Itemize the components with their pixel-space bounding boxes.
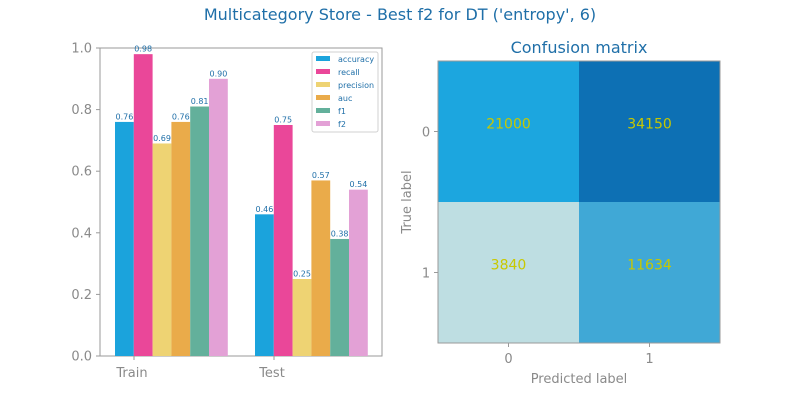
cm-cell-1-0 <box>438 202 579 343</box>
cm-x-tick-label: 1 <box>645 352 653 367</box>
legend-swatch-f1 <box>316 108 330 113</box>
confusion-matrix-title: Confusion matrix <box>511 38 648 57</box>
bar-precision-train <box>152 143 172 356</box>
bar-precision-test <box>292 279 312 356</box>
data-label: 0.76 <box>172 112 190 121</box>
y-tick-label: 0.2 <box>71 288 92 303</box>
data-label: 0.57 <box>312 171 330 180</box>
cm-cell-value: 3840 <box>491 258 527 274</box>
data-label: 0.38 <box>331 229 349 238</box>
bar-f1-train <box>190 106 209 357</box>
legend-swatch-accuracy <box>316 56 330 61</box>
y-tick-label: 1.0 <box>71 42 92 57</box>
data-label: 0.54 <box>349 180 367 189</box>
legend-label-f2: f2 <box>338 120 346 129</box>
bar-f1-test <box>330 238 349 356</box>
data-label: 0.25 <box>293 270 311 279</box>
metrics-bar-chart: 0.00.20.40.60.81.00.760.980.690.760.810.… <box>71 42 383 381</box>
bar-recall-train <box>133 54 153 356</box>
data-label: 0.98 <box>134 45 152 54</box>
bar-auc-train <box>171 121 191 356</box>
cm-x-axis-label: Predicted label <box>531 372 628 387</box>
cm-frame <box>437 60 721 344</box>
bar-auc-test <box>311 180 331 356</box>
cm-cell-0-1 <box>579 61 720 202</box>
legend-label-accuracy: accuracy <box>338 55 374 64</box>
legend-label-recall: recall <box>338 68 360 77</box>
bar-f2-test <box>349 189 368 356</box>
cm-cell-0-0 <box>438 61 579 202</box>
bar-accuracy-test <box>255 214 274 356</box>
y-tick-label: 0.8 <box>71 103 92 118</box>
legend-swatch-precision <box>316 82 330 87</box>
cm-cell-value: 34150 <box>627 117 672 133</box>
figure-title: Multicategory Store - Best f2 for DT ('e… <box>204 5 596 24</box>
y-tick-label: 0.4 <box>71 226 92 241</box>
bar-legend: accuracy recall precision auc f1 f2 <box>311 51 379 133</box>
legend-swatch-recall <box>316 69 330 74</box>
legend-label-precision: precision <box>338 81 374 90</box>
cm-cell-1-1 <box>579 202 720 343</box>
confusion-matrix-chart: Confusion matrix 21000 34150 3840 11634 0 1 0 1 P… <box>400 38 721 387</box>
data-label: 0.69 <box>153 134 171 143</box>
y-tick-label: 0.0 <box>71 350 92 365</box>
cm-cell-value: 11634 <box>627 258 672 274</box>
bar-plot-frame <box>99 47 383 357</box>
cm-x-tick-label: 0 <box>504 352 512 367</box>
bar-recall-test <box>273 125 293 356</box>
cm-y-tick-label: 1 <box>422 267 430 282</box>
bar-accuracy-train <box>115 121 134 356</box>
cm-cell-value: 21000 <box>486 117 531 133</box>
legend-swatch-auc <box>316 95 330 100</box>
data-label: 0.90 <box>209 69 227 78</box>
data-label: 0.46 <box>255 205 273 214</box>
legend-label-auc: auc <box>338 94 352 103</box>
x-tick-label: Test <box>258 366 285 381</box>
cm-y-axis-label: True label <box>400 170 415 234</box>
x-tick-label: Train <box>115 366 147 381</box>
data-label: 0.75 <box>274 116 292 125</box>
data-label: 0.76 <box>115 112 133 121</box>
data-label: 0.81 <box>191 97 209 106</box>
legend-label-f1: f1 <box>338 107 346 116</box>
cm-y-tick-label: 0 <box>422 126 430 141</box>
bar-f2-train <box>209 78 228 357</box>
legend-swatch-f2 <box>316 121 330 126</box>
y-tick-label: 0.6 <box>71 165 92 180</box>
